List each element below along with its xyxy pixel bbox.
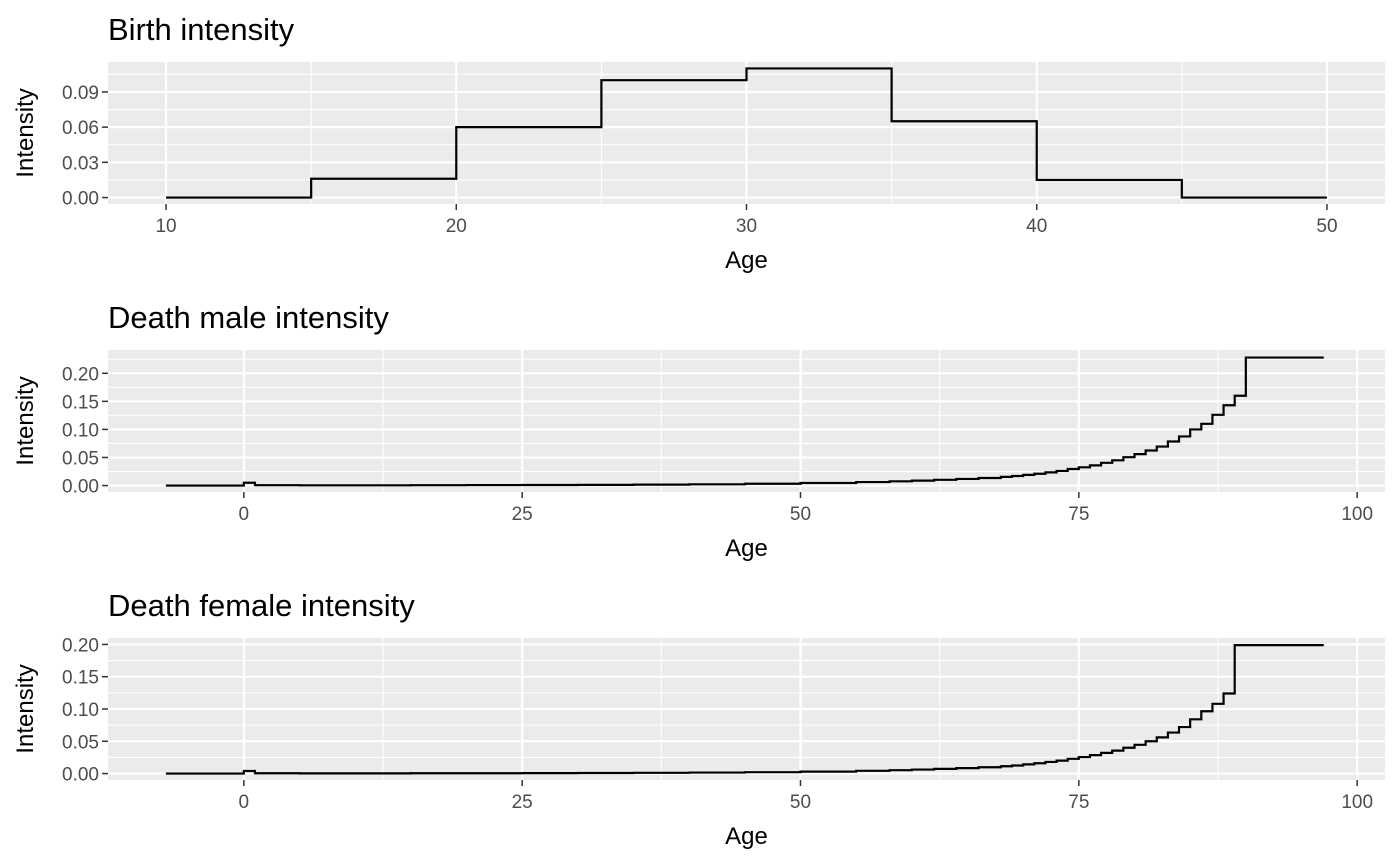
chart-panel-1: Birth intensity 10 20 30 40 50 0.00 0.03 0.06 0.0…: [12, 12, 1385, 274]
chart-title: Death female intensity: [108, 588, 415, 623]
y-axis-label: Intensity: [12, 376, 39, 465]
y-tick-label: 0.20: [62, 635, 99, 656]
x-tick-label: 10: [155, 216, 176, 237]
y-tick-label: 0.05: [62, 448, 99, 469]
chart-title: Death male intensity: [108, 300, 389, 335]
x-tick-label: 40: [1026, 216, 1047, 237]
x-axis-label: Age: [725, 535, 768, 562]
y-tick-label: 0.00: [62, 765, 99, 786]
y-tick-label: 0.20: [62, 364, 99, 385]
step-series-line: [166, 67, 1327, 199]
y-tick-label: 0.09: [62, 83, 99, 104]
y-tick-label: 0.05: [62, 732, 99, 753]
x-tick-label: 50: [790, 792, 811, 813]
chart-title: Birth intensity: [108, 12, 295, 47]
x-axis-label: Age: [725, 823, 768, 850]
x-tick-label: 20: [446, 216, 467, 237]
x-tick-label: 0: [239, 792, 250, 813]
step-series-line: [165, 644, 1324, 775]
chart-panel-3: Death female intensity 0 25 50 75 100 0.00 0.05…: [12, 588, 1385, 850]
y-axis-label: Intensity: [12, 88, 39, 177]
x-tick-label: 25: [512, 792, 533, 813]
y-tick-label: 0.03: [62, 153, 99, 174]
x-tick-label: 25: [512, 504, 533, 525]
y-tick-label: 0.00: [62, 477, 99, 498]
x-tick-label: 100: [1341, 792, 1373, 813]
chart-panel-2: Death male intensity 0 25 50 75 100 0.00 0.05 0.…: [12, 300, 1385, 562]
x-tick-label: 75: [1068, 504, 1089, 525]
y-axis-label: Intensity: [12, 664, 39, 753]
y-tick-label: 0.06: [62, 118, 99, 139]
x-tick-label: 100: [1341, 504, 1373, 525]
x-tick-label: 30: [736, 216, 757, 237]
y-tick-label: 0.10: [62, 420, 99, 441]
y-tick-label: 0.10: [62, 700, 99, 721]
step-series-line: [165, 356, 1324, 487]
x-tick-label: 75: [1068, 792, 1089, 813]
x-tick-label: 50: [1316, 216, 1337, 237]
plot-panel: [108, 350, 1385, 492]
y-tick-label: 0.15: [62, 392, 99, 413]
x-tick-label: 0: [239, 504, 250, 525]
y-tick-label: 0.00: [62, 189, 99, 210]
x-tick-label: 50: [790, 504, 811, 525]
y-tick-label: 0.15: [62, 668, 99, 689]
x-axis-label: Age: [725, 247, 768, 274]
